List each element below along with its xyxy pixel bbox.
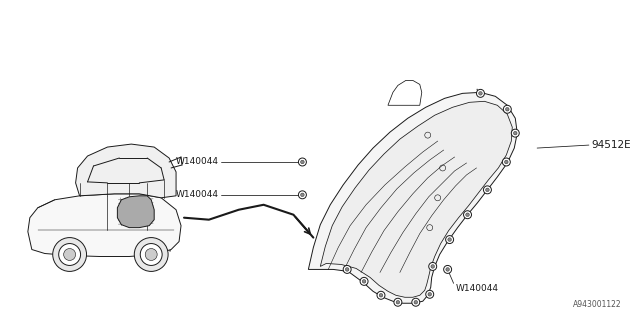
Circle shape (396, 300, 400, 304)
Circle shape (446, 268, 449, 271)
Circle shape (346, 268, 349, 271)
Circle shape (426, 290, 434, 298)
Circle shape (503, 105, 511, 113)
Circle shape (448, 238, 451, 241)
Circle shape (506, 108, 509, 111)
Circle shape (377, 291, 385, 299)
Circle shape (394, 298, 402, 306)
Circle shape (466, 213, 469, 217)
Circle shape (463, 211, 472, 219)
Circle shape (504, 160, 508, 164)
Circle shape (379, 293, 383, 297)
Circle shape (431, 265, 435, 268)
Circle shape (483, 186, 492, 194)
Circle shape (476, 89, 484, 97)
Circle shape (502, 158, 510, 166)
Circle shape (486, 188, 489, 192)
Polygon shape (308, 92, 517, 303)
Circle shape (362, 280, 366, 283)
Circle shape (63, 249, 76, 260)
Circle shape (298, 191, 307, 199)
Text: A943001122: A943001122 (573, 300, 621, 309)
Polygon shape (117, 196, 154, 228)
Circle shape (52, 237, 86, 271)
Circle shape (412, 298, 420, 306)
Circle shape (428, 292, 431, 296)
Circle shape (445, 236, 454, 244)
Circle shape (134, 237, 168, 271)
Circle shape (414, 300, 417, 304)
Circle shape (513, 131, 517, 135)
Circle shape (343, 266, 351, 273)
Text: W140044: W140044 (456, 284, 499, 293)
Text: 94512E: 94512E (592, 140, 632, 150)
Polygon shape (76, 144, 176, 198)
Circle shape (301, 193, 304, 196)
Circle shape (140, 244, 162, 266)
Circle shape (511, 129, 519, 137)
Circle shape (479, 92, 483, 95)
Circle shape (145, 249, 157, 260)
Circle shape (301, 160, 304, 164)
Circle shape (298, 158, 307, 166)
Text: W140044: W140044 (176, 157, 219, 166)
Polygon shape (320, 101, 512, 297)
Circle shape (429, 262, 436, 270)
Circle shape (59, 244, 81, 266)
Circle shape (360, 277, 368, 285)
Text: W140044: W140044 (176, 190, 219, 199)
Polygon shape (28, 194, 181, 257)
Circle shape (444, 266, 452, 273)
